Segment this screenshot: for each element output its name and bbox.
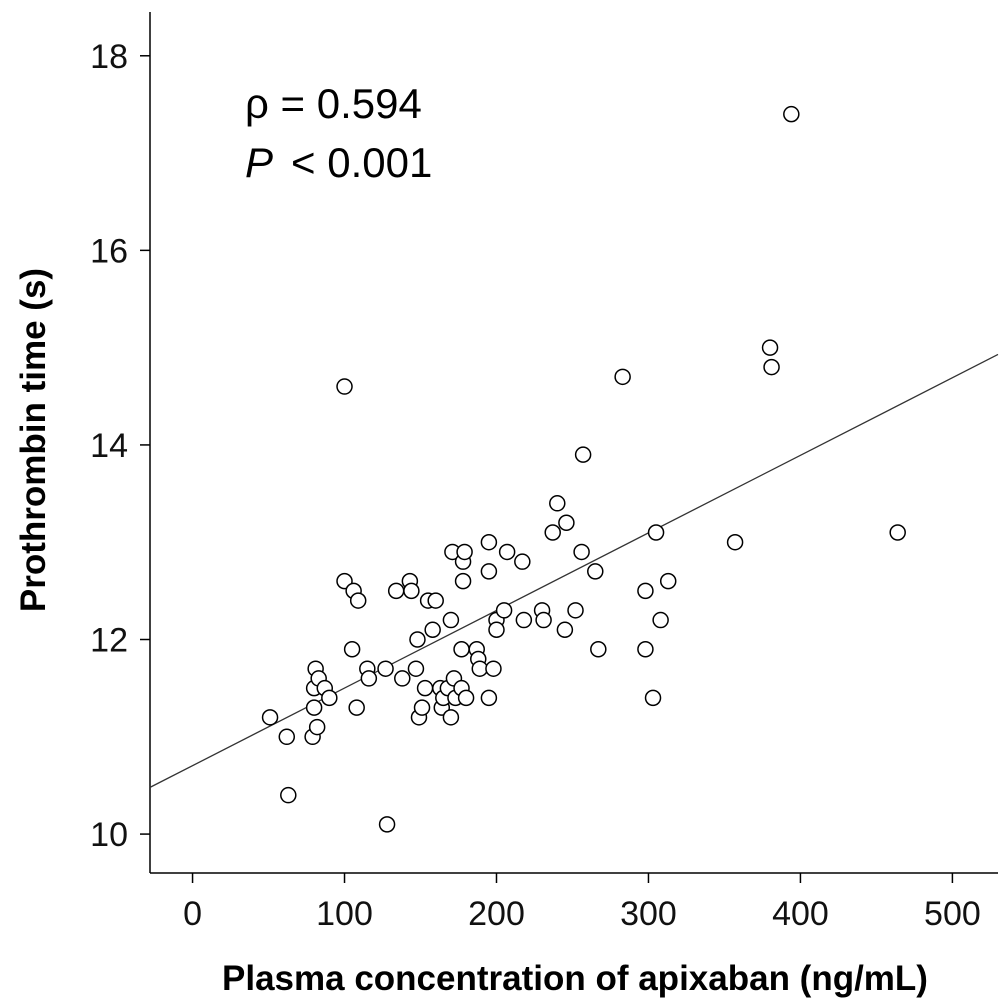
data-point [416, 679, 434, 697]
y-tick-label: 16 [90, 232, 128, 270]
data-point [647, 524, 665, 541]
x-tick-label: 300 [620, 895, 677, 933]
data-point [556, 621, 574, 639]
data-point [659, 572, 677, 590]
regression-line-group [149, 353, 999, 788]
data-point [515, 611, 533, 629]
y-axis-ticks: 10 12 14 16 18 [90, 38, 150, 854]
data-point [378, 816, 396, 833]
data-point [637, 582, 654, 600]
data-point [349, 592, 367, 609]
data-point [427, 592, 444, 609]
data-point [308, 718, 326, 736]
data-point [336, 378, 353, 395]
data-point [573, 543, 590, 561]
data-point [413, 699, 431, 716]
data-point [567, 602, 584, 619]
data-point [343, 640, 361, 658]
data-point [590, 640, 607, 658]
data-point [480, 689, 498, 707]
data-point [514, 553, 531, 570]
data-point [305, 699, 323, 716]
x-axis-ticks: 0 100 200 300 400 500 [183, 873, 981, 933]
data-point [652, 611, 669, 629]
data-point [321, 689, 338, 707]
rho-annotation: ρ = 0.594 [245, 80, 422, 127]
p-symbol: P [245, 139, 273, 186]
y-tick-label: 14 [90, 427, 128, 465]
data-point [360, 670, 378, 687]
x-axis-title: Plasma concentration of apixaban (ng/mL) [222, 959, 928, 998]
data-point [348, 699, 365, 716]
y-tick-label: 12 [90, 622, 128, 660]
data-point [407, 660, 425, 677]
x-tick-label: 100 [316, 895, 373, 933]
data-point [763, 358, 780, 376]
data-point [471, 660, 489, 677]
p-value-text: < 0.001 [291, 139, 432, 186]
data-point [614, 368, 631, 386]
data-point [457, 689, 475, 707]
data-point [403, 582, 420, 600]
data-point [278, 728, 296, 746]
data-point [280, 786, 297, 804]
x-tick-label: 0 [183, 895, 202, 933]
data-point [587, 563, 604, 580]
data-point [394, 670, 411, 687]
data-point [535, 611, 552, 629]
y-tick-label: 10 [90, 816, 128, 854]
data-point [454, 572, 472, 590]
y-tick-label: 18 [90, 38, 128, 76]
data-point [485, 660, 502, 677]
data-point [480, 533, 498, 551]
x-tick-label: 400 [772, 895, 829, 933]
data-point [495, 602, 513, 619]
data-point [761, 339, 779, 356]
data-point [409, 631, 426, 648]
data-point [644, 689, 662, 707]
data-points [261, 105, 906, 833]
data-point [637, 640, 654, 658]
data-point [498, 543, 516, 561]
data-point [424, 621, 441, 639]
data-point [889, 524, 906, 541]
p-value-annotation: P < 0.001 [245, 139, 432, 186]
data-point [480, 563, 498, 580]
data-point [456, 543, 473, 561]
data-point [783, 105, 800, 123]
data-point [549, 495, 566, 512]
data-point [453, 640, 470, 658]
data-point [442, 709, 460, 726]
data-point [726, 533, 744, 551]
axes [149, 12, 998, 874]
data-point [488, 621, 505, 639]
data-point [442, 611, 460, 629]
data-point [261, 709, 279, 726]
regression-line [149, 353, 999, 788]
data-point [377, 660, 394, 677]
x-tick-label: 200 [468, 895, 525, 933]
y-axis-title: Prothrombin time (s) [14, 268, 53, 612]
data-point [387, 582, 405, 600]
x-tick-label: 500 [924, 895, 981, 933]
data-point [558, 514, 575, 532]
data-point [544, 524, 561, 541]
data-point [574, 446, 592, 463]
